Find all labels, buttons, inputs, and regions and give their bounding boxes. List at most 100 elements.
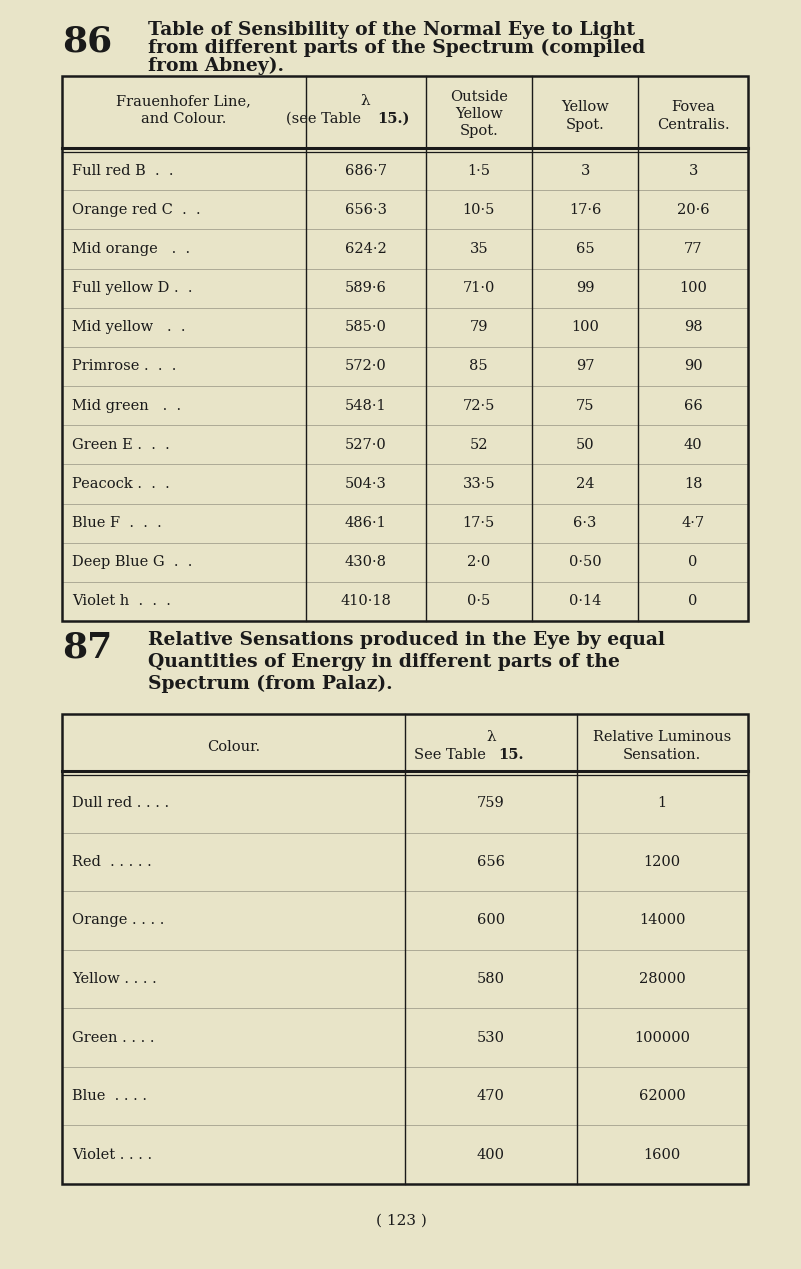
Text: ( 123 ): ( 123 )	[376, 1214, 426, 1228]
Text: 98: 98	[684, 320, 702, 334]
Text: 585·0: 585·0	[344, 320, 387, 334]
Text: 0·5: 0·5	[467, 594, 490, 608]
Text: 400: 400	[477, 1147, 505, 1161]
Text: 1·5: 1·5	[467, 164, 490, 178]
Text: 97: 97	[576, 359, 594, 373]
Text: 548·1: 548·1	[344, 398, 386, 412]
Text: Green . . . .: Green . . . .	[72, 1030, 155, 1044]
Text: 656: 656	[477, 855, 505, 869]
Text: 656·3: 656·3	[344, 203, 387, 217]
Text: 589·6: 589·6	[344, 280, 387, 296]
Text: 0: 0	[688, 594, 698, 608]
Text: from different parts of the Spectrum (compiled: from different parts of the Spectrum (co…	[148, 39, 646, 57]
Text: 580: 580	[477, 972, 505, 986]
Text: Primrose .  .  .: Primrose . . .	[72, 359, 176, 373]
Text: 18: 18	[684, 477, 702, 491]
Text: 410·18: 410·18	[340, 594, 391, 608]
Text: 71·0: 71·0	[462, 280, 495, 296]
Text: 1200: 1200	[644, 855, 681, 869]
Text: Yellow . . . .: Yellow . . . .	[72, 972, 157, 986]
Text: 14000: 14000	[639, 914, 686, 928]
Text: 527·0: 527·0	[344, 438, 386, 452]
Text: 1: 1	[658, 796, 666, 811]
Text: Sensation.: Sensation.	[623, 747, 702, 761]
Text: 90: 90	[684, 359, 702, 373]
Text: Dull red . . . .: Dull red . . . .	[72, 796, 169, 811]
Text: See Table: See Table	[414, 747, 491, 761]
Text: 504·3: 504·3	[344, 477, 387, 491]
Text: Spectrum (from Palaz).: Spectrum (from Palaz).	[148, 675, 392, 693]
Text: 3: 3	[688, 164, 698, 178]
Text: 99: 99	[576, 280, 594, 296]
Text: Yellow: Yellow	[562, 100, 609, 114]
Bar	[62, 714, 748, 1184]
Text: Full yellow D .  .: Full yellow D . .	[72, 280, 192, 296]
Text: 24: 24	[576, 477, 594, 491]
Text: 0·50: 0·50	[569, 556, 602, 570]
Text: Blue  . . . .: Blue . . . .	[72, 1089, 147, 1103]
Text: 17·6: 17·6	[569, 203, 602, 217]
Text: 65: 65	[576, 242, 594, 256]
Text: 17·5: 17·5	[463, 516, 495, 530]
Text: 430·8: 430·8	[344, 556, 387, 570]
Text: Green E .  .  .: Green E . . .	[72, 438, 170, 452]
Text: from Abney).: from Abney).	[148, 57, 284, 75]
Text: Quantities of Energy in different parts of the: Quantities of Energy in different parts …	[148, 654, 620, 671]
Text: λ: λ	[486, 730, 496, 744]
Text: Peacock .  .  .: Peacock . . .	[72, 477, 170, 491]
Text: Orange red C  .  .: Orange red C . .	[72, 203, 200, 217]
Text: 50: 50	[576, 438, 594, 452]
Text: Relative Sensations produced in the Eye by equal: Relative Sensations produced in the Eye …	[148, 631, 665, 648]
Text: Yellow: Yellow	[455, 107, 502, 121]
Text: 66: 66	[684, 398, 702, 412]
Text: Fovea: Fovea	[671, 100, 715, 114]
Text: 100000: 100000	[634, 1030, 690, 1044]
Text: Centralis.: Centralis.	[657, 118, 730, 132]
Text: 0: 0	[688, 556, 698, 570]
Text: 0·14: 0·14	[569, 594, 602, 608]
Text: 100: 100	[679, 280, 707, 296]
Text: 28000: 28000	[639, 972, 686, 986]
Text: 600: 600	[477, 914, 505, 928]
Text: Violet . . . .: Violet . . . .	[72, 1147, 152, 1161]
Text: Colour.: Colour.	[207, 740, 260, 754]
Text: 686·7: 686·7	[344, 164, 387, 178]
Text: Blue F  .  .  .: Blue F . . .	[72, 516, 162, 530]
Text: 33·5: 33·5	[462, 477, 495, 491]
Text: 1600: 1600	[644, 1147, 681, 1161]
Text: 2·0: 2·0	[467, 556, 490, 570]
Text: Red  . . . . .: Red . . . . .	[72, 855, 151, 869]
Text: 75: 75	[576, 398, 594, 412]
Text: 15.): 15.)	[377, 112, 410, 126]
Text: Relative Luminous: Relative Luminous	[593, 730, 731, 744]
Text: 35: 35	[469, 242, 488, 256]
Text: 572·0: 572·0	[344, 359, 386, 373]
Text: 52: 52	[469, 438, 488, 452]
Text: Mid yellow   .  .: Mid yellow . .	[72, 320, 186, 334]
Text: 4·7: 4·7	[682, 516, 705, 530]
Text: 530: 530	[477, 1030, 505, 1044]
Text: Mid orange   .  .: Mid orange . .	[72, 242, 190, 256]
Text: 87: 87	[62, 631, 112, 665]
Text: Orange . . . .: Orange . . . .	[72, 914, 164, 928]
Text: 470: 470	[477, 1089, 505, 1103]
Text: 486·1: 486·1	[344, 516, 386, 530]
Text: Outside: Outside	[450, 90, 508, 104]
Text: 624·2: 624·2	[344, 242, 386, 256]
Text: 77: 77	[684, 242, 702, 256]
Text: 62000: 62000	[639, 1089, 686, 1103]
Text: 20·6: 20·6	[677, 203, 710, 217]
Text: Table of Sensibility of the Normal Eye to Light: Table of Sensibility of the Normal Eye t…	[148, 22, 635, 39]
Text: 86: 86	[62, 24, 112, 58]
Text: Spot.: Spot.	[459, 124, 498, 138]
Text: Deep Blue G  .  .: Deep Blue G . .	[72, 556, 192, 570]
Text: 79: 79	[469, 320, 488, 334]
Text: and Colour.: and Colour.	[141, 112, 227, 126]
Text: Full red B  .  .: Full red B . .	[72, 164, 174, 178]
Text: Violet h  .  .  .: Violet h . . .	[72, 594, 171, 608]
Text: Frauenhofer Line,: Frauenhofer Line,	[116, 94, 252, 108]
Text: Spot.: Spot.	[566, 118, 605, 132]
Text: 15.: 15.	[499, 747, 524, 761]
Text: λ: λ	[360, 94, 370, 108]
Text: 85: 85	[469, 359, 488, 373]
